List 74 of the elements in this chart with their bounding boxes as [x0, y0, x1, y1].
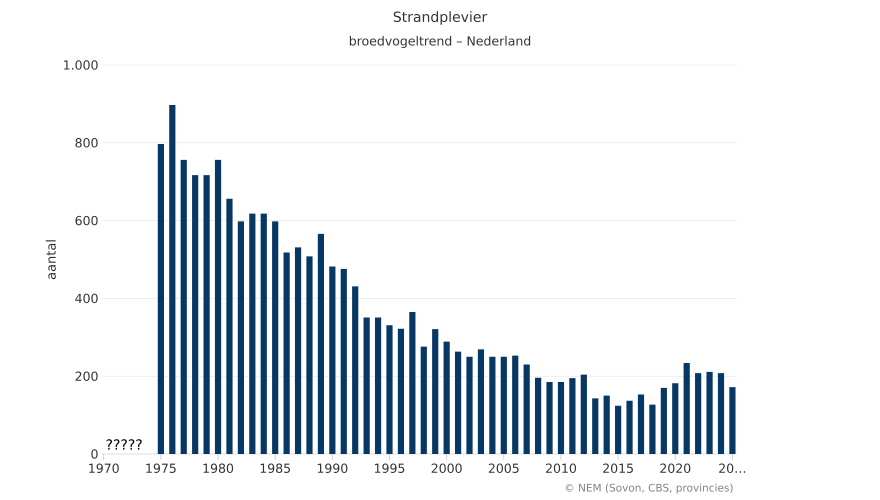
bar	[729, 387, 736, 454]
bar	[409, 312, 416, 454]
bar	[294, 247, 302, 454]
bar	[454, 352, 462, 454]
x-tick-label: 2010	[546, 464, 576, 473]
bar	[626, 400, 633, 454]
y-axis-title: aantal	[46, 240, 56, 280]
bar	[180, 160, 187, 454]
bar	[500, 356, 507, 454]
x-tick-label: 2020	[660, 464, 690, 473]
bar	[524, 364, 530, 454]
chart-title: Strandplevier	[394, 11, 488, 25]
y-tick-label: 600	[75, 216, 98, 226]
x-tick-label: 1975	[146, 464, 176, 473]
bar	[374, 317, 382, 454]
y-tick-label: 400	[75, 294, 98, 304]
bar	[649, 404, 656, 454]
bar	[558, 382, 564, 454]
x-tick-label: 20…	[719, 464, 746, 473]
bar	[604, 396, 610, 454]
bar	[272, 221, 278, 454]
bar	[592, 398, 598, 454]
bar	[238, 221, 244, 454]
bar	[192, 175, 198, 454]
bar	[204, 175, 210, 454]
annotation: ?????	[106, 439, 142, 450]
x-tick-label: 1985	[260, 464, 290, 473]
bar	[432, 329, 438, 454]
bar	[512, 356, 518, 454]
y-tick-label: 800	[75, 138, 98, 148]
bar	[420, 346, 427, 454]
bar	[546, 382, 553, 454]
bar	[569, 378, 576, 454]
bar	[249, 214, 256, 454]
bar	[638, 394, 644, 454]
x-tick-label: 1990	[318, 464, 348, 473]
bar	[158, 144, 164, 454]
bar	[444, 342, 450, 454]
x-tick-label: 2000	[432, 464, 462, 473]
y-tick-label: 1.000	[64, 60, 98, 70]
bar	[718, 373, 724, 454]
chart-subtitle: broedvogeltrend – Nederland	[350, 36, 530, 48]
bar	[364, 317, 370, 454]
bar	[672, 383, 678, 454]
bar	[478, 349, 484, 454]
bar	[535, 378, 542, 454]
bar	[214, 160, 222, 454]
bar	[580, 374, 587, 454]
bar	[306, 256, 313, 454]
x-tick-label: 1980	[204, 464, 234, 473]
bar	[706, 372, 713, 454]
bar	[169, 105, 176, 454]
y-tick-label: 0	[91, 449, 98, 459]
text: © NEM (Sovon, CBS, provincies)	[566, 484, 733, 494]
bar	[466, 356, 473, 454]
x-tick-label: 1995	[374, 464, 404, 473]
x-tick-label: 2005	[488, 464, 519, 473]
bar	[226, 198, 233, 454]
bar	[660, 388, 667, 454]
bar	[386, 325, 393, 454]
bar	[489, 356, 496, 454]
x-tick-label: 2015	[603, 464, 633, 473]
bar	[398, 328, 404, 454]
bar	[340, 268, 347, 454]
bar	[695, 373, 702, 454]
bar	[684, 362, 690, 454]
y-tick-label: 200	[76, 371, 98, 381]
x-tick-label: 1970	[89, 464, 119, 473]
bar	[318, 234, 324, 454]
bar	[615, 406, 622, 454]
bar	[352, 286, 358, 454]
bar	[260, 214, 267, 454]
bar	[284, 252, 290, 454]
bar	[329, 266, 336, 454]
